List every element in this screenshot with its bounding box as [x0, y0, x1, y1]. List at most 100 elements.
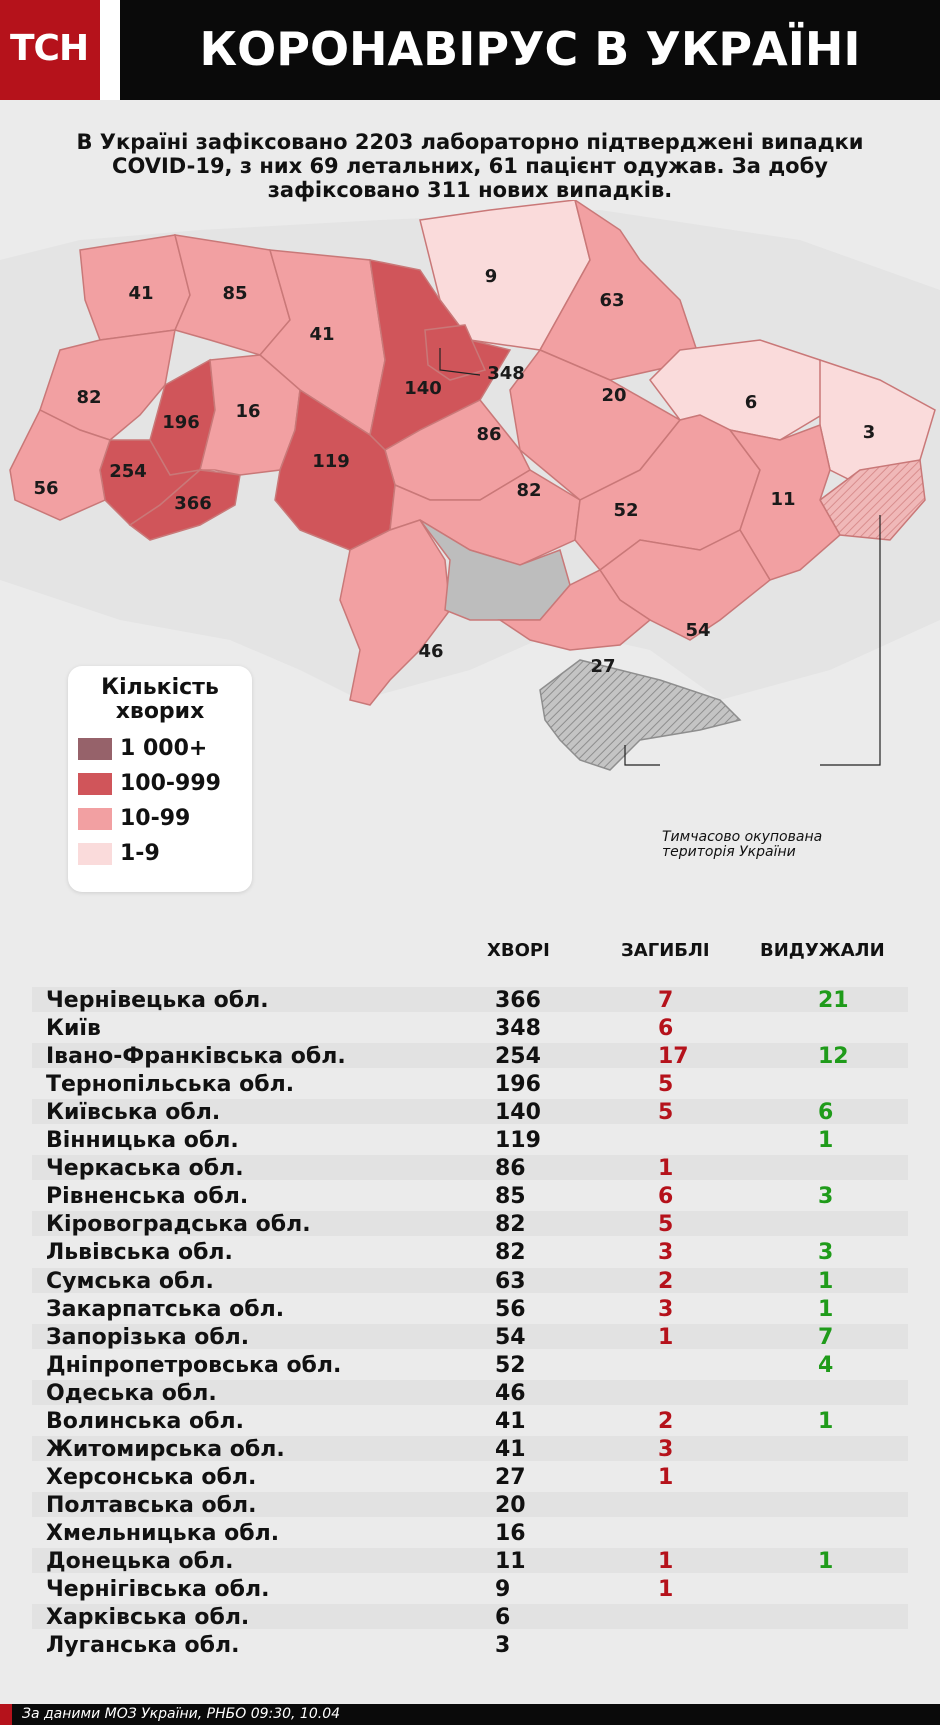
region-name: Полтавська обл.	[46, 1492, 257, 1518]
header: ТСН КОРОНАВІРУС В УКРАЇНІ	[0, 0, 940, 100]
label-khmelnytskyi: 16	[235, 401, 260, 422]
deaths-value: 1	[658, 1464, 674, 1490]
deaths-value: 7	[658, 988, 674, 1013]
region-name: Львівська обл.	[46, 1240, 233, 1266]
table-row: Житомирська обл. 41 3	[32, 1435, 908, 1462]
cases-value: 196	[495, 1072, 541, 1098]
region-name: Харківська обл.	[46, 1605, 250, 1631]
region-name: Київ	[46, 1016, 101, 1042]
recovered-value: 1	[818, 1296, 834, 1322]
region-kherson	[497, 569, 652, 651]
header-recovered: ВИДУЖАЛИ	[760, 940, 885, 961]
region-name: Черкаська обл.	[46, 1156, 244, 1182]
cases-value: 11	[495, 1549, 526, 1574]
label-chernivtsi: 366	[174, 493, 212, 514]
table-row: Луганська обл. 3	[32, 1632, 908, 1659]
label-kirovohrad: 82	[516, 480, 541, 501]
ukraine-map: 41 85 41 9 63 348 140 20 82 196 16 6 3 8…	[0, 198, 940, 900]
header-cases: ХВОРІ	[487, 940, 550, 961]
label-odesa: 46	[418, 641, 443, 662]
cases-value: 56	[495, 1296, 526, 1322]
legend-title: Кількість хворих	[68, 676, 252, 724]
label-dnipropetrovsk: 52	[613, 500, 638, 521]
cases-value: 3	[495, 1633, 511, 1659]
cases-value: 82	[495, 1212, 526, 1238]
table-row: Харківська обл. 6	[32, 1604, 908, 1631]
label-luhansk: 3	[863, 422, 876, 443]
region-name: Херсонська обл.	[46, 1464, 257, 1490]
occupied-territory-note: Тимчасово окупована територія України	[662, 830, 822, 860]
deaths-value: 6	[658, 1016, 674, 1042]
cases-value: 85	[495, 1184, 526, 1210]
region-name: Кіровоградська обл.	[46, 1212, 311, 1238]
region-name: Київська обл.	[46, 1100, 221, 1126]
cases-value: 27	[495, 1464, 526, 1490]
region-name: Житомирська обл.	[46, 1436, 285, 1462]
label-kyiv-oblast: 140	[404, 378, 442, 399]
occupied-note-line2: територія України	[662, 844, 796, 860]
label-donetsk: 11	[770, 489, 795, 510]
region-name: Івано-Франківська обл.	[46, 1044, 346, 1070]
region-name: Одеська обл.	[46, 1380, 217, 1406]
region-donetsk	[728, 423, 841, 581]
deaths-value: 3	[658, 1240, 674, 1266]
map-svg: 41 85 41 9 63 348 140 20 82 196 16 6 3 8…	[0, 198, 940, 771]
recovered-value: 7	[818, 1324, 834, 1350]
cases-value: 119	[495, 1128, 541, 1154]
table-row: Чернігівська обл. 9 1	[32, 1576, 908, 1603]
table-row: Сумська обл. 63 2 1	[32, 1267, 908, 1294]
region-zakarpattia	[9, 408, 111, 521]
table-row: Вінницька обл. 119 1	[32, 1127, 908, 1154]
label-vinnytsia: 119	[312, 451, 350, 472]
label-kherson: 27	[590, 656, 615, 677]
source-note: За даними МОЗ України, РНБО 09:30, 10.04	[22, 1706, 341, 1722]
cases-value: 41	[495, 1408, 526, 1434]
region-name: Донецька обл.	[46, 1549, 234, 1574]
region-name: Закарпатська обл.	[46, 1296, 285, 1322]
legend-title-line1: Кількість	[101, 675, 219, 700]
legend-swatch	[78, 843, 112, 865]
cases-value: 52	[495, 1352, 526, 1378]
cases-value: 366	[495, 988, 541, 1013]
table-row: Запорізька обл. 54 1 7	[32, 1323, 908, 1350]
table-row: Закарпатська обл. 56 3 1	[32, 1296, 908, 1322]
recovered-value: 21	[818, 988, 849, 1013]
legend-label: 10-99	[120, 806, 191, 831]
summary-text: В Україні зафіксовано 2203 лабораторно п…	[76, 130, 864, 202]
table-row: Івано-Франківська обл. 254 17 12	[32, 1043, 908, 1070]
legend-swatch	[78, 738, 112, 760]
region-name: Тернопільська обл.	[46, 1072, 295, 1098]
region-name: Вінницька обл.	[46, 1128, 239, 1154]
table-row: Кіровоградська обл. 82 5	[32, 1211, 908, 1238]
table-row: Тернопільська обл. 196 5	[32, 1071, 908, 1098]
table-row: Волинська обл. 41 2 1	[32, 1408, 908, 1434]
label-cherkasy: 86	[476, 424, 501, 445]
label-zhytomyr: 41	[309, 324, 334, 345]
label-chernihiv: 9	[485, 266, 498, 287]
deaths-value: 5	[658, 1100, 674, 1126]
cases-value: 9	[495, 1577, 511, 1603]
deaths-value: 5	[658, 1072, 674, 1098]
cases-value: 82	[495, 1240, 526, 1266]
region-name: Чернівецька обл.	[46, 988, 269, 1013]
table-row: Полтавська обл. 20	[32, 1491, 908, 1518]
cases-value: 6	[495, 1605, 511, 1631]
deaths-value: 6	[658, 1184, 674, 1210]
table-row: Одеська обл. 46	[32, 1379, 908, 1406]
label-sumy: 63	[599, 290, 624, 311]
recovered-value: 12	[818, 1044, 849, 1070]
header-deaths: ЗАГИБЛІ	[621, 940, 710, 961]
cases-value: 16	[495, 1520, 526, 1546]
recovered-value: 1	[818, 1549, 834, 1574]
table-row: Херсонська обл. 27 1	[32, 1464, 908, 1490]
recovered-value: 1	[818, 1408, 834, 1434]
cases-value: 20	[495, 1492, 526, 1518]
recovered-value: 1	[818, 1268, 834, 1294]
deaths-value: 3	[658, 1296, 674, 1322]
region-name: Хмельницька обл.	[46, 1520, 280, 1546]
recovered-value: 4	[818, 1352, 834, 1378]
logo-text: ТСН	[10, 28, 89, 69]
deaths-value: 2	[658, 1268, 674, 1294]
table-row: Черкаська обл. 86 1	[32, 1155, 908, 1182]
region-name: Дніпропетровська обл.	[46, 1352, 342, 1378]
